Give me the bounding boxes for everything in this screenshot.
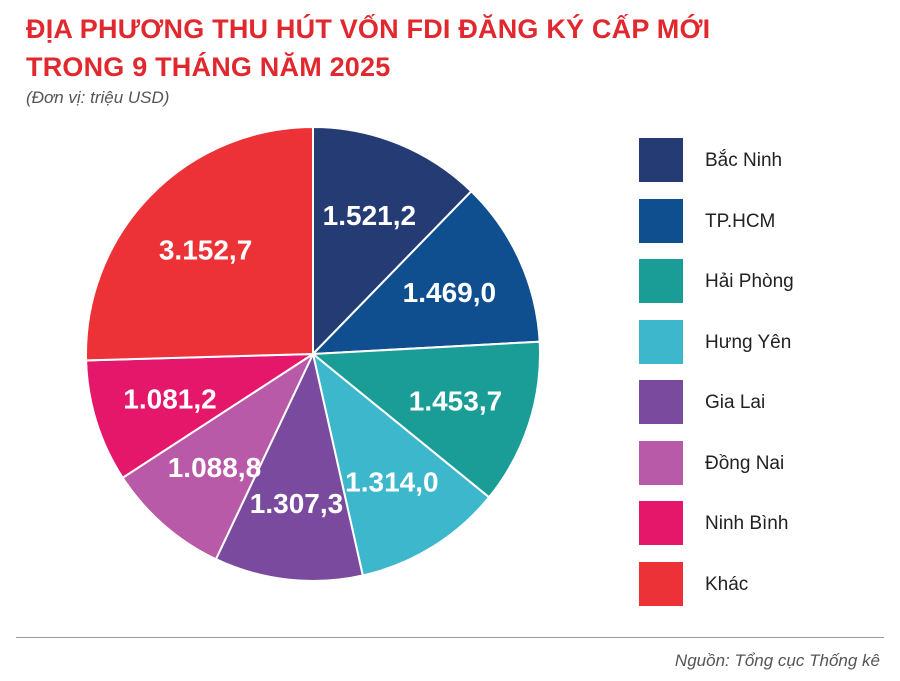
pie-slice: [214, 350, 364, 582]
legend-item: Gia Lai: [639, 380, 869, 424]
pie-slice: [311, 351, 491, 577]
legend-item: Ninh Bình: [639, 501, 869, 545]
legend-swatch: [639, 138, 683, 182]
pie-slice: [85, 352, 317, 480]
divider: [16, 637, 884, 638]
source-note: Nguồn: Tổng cục Thống kê: [674, 651, 880, 670]
legend-label: Hưng Yên: [705, 331, 792, 353]
pie-slice: [312, 125, 473, 357]
legend-label: Hải Phòng: [705, 271, 794, 292]
pie-slice: [310, 189, 541, 356]
slice-data-label: 1.469,0: [403, 277, 496, 308]
legend-item: Hưng Yên: [639, 319, 869, 364]
slice-data-label: 1.088,8: [168, 452, 261, 483]
legend-item: Khác: [639, 561, 869, 606]
legend-swatch: [639, 319, 683, 364]
legend-swatch: [639, 440, 683, 485]
legend-swatch: [639, 561, 683, 606]
pie-slice: [85, 125, 314, 362]
legend-swatch: [639, 259, 683, 303]
legend-item: TP.HCM: [639, 198, 869, 243]
chart-title-line-1: ĐỊA PHƯƠNG THU HÚT VỐN FDI ĐĂNG KÝ CẤP M…: [26, 14, 711, 44]
slice-data-label: 1.521,2: [323, 200, 416, 231]
chart-title: ĐỊA PHƯƠNG THU HÚT VỐN FDI ĐĂNG KÝ CẤP M…: [26, 10, 710, 86]
slice-data-label: 1.453,7: [409, 385, 502, 416]
legend-swatch: [639, 501, 683, 545]
legend-label: Khác: [705, 573, 749, 595]
unit-note: (Đơn vị: triệu USD): [26, 88, 170, 107]
legend-item: Hải Phòng: [639, 259, 869, 303]
slice-data-label: 1.314,0: [345, 466, 438, 497]
legend-label: Gia Lai: [705, 392, 766, 413]
legend-swatch: [639, 198, 683, 243]
pie-slice: [121, 351, 316, 561]
legend-label: Bắc Ninh: [705, 150, 783, 171]
legend-swatch: [639, 380, 683, 424]
slice-data-label: 1.307,3: [250, 488, 343, 519]
legend-item: Bắc Ninh: [639, 138, 869, 182]
slice-data-label: 3.152,7: [159, 235, 252, 266]
pie-slice: [310, 340, 541, 499]
slice-data-label: 1.081,2: [123, 384, 216, 415]
legend-label: Ninh Bình: [705, 513, 789, 534]
legend-item: Đồng Nai: [639, 440, 869, 485]
legend-label: Đồng Nai: [705, 452, 785, 474]
chart-title-line-2: TRONG 9 THÁNG NĂM 2025: [26, 52, 391, 82]
legend-label: TP.HCM: [705, 210, 776, 232]
